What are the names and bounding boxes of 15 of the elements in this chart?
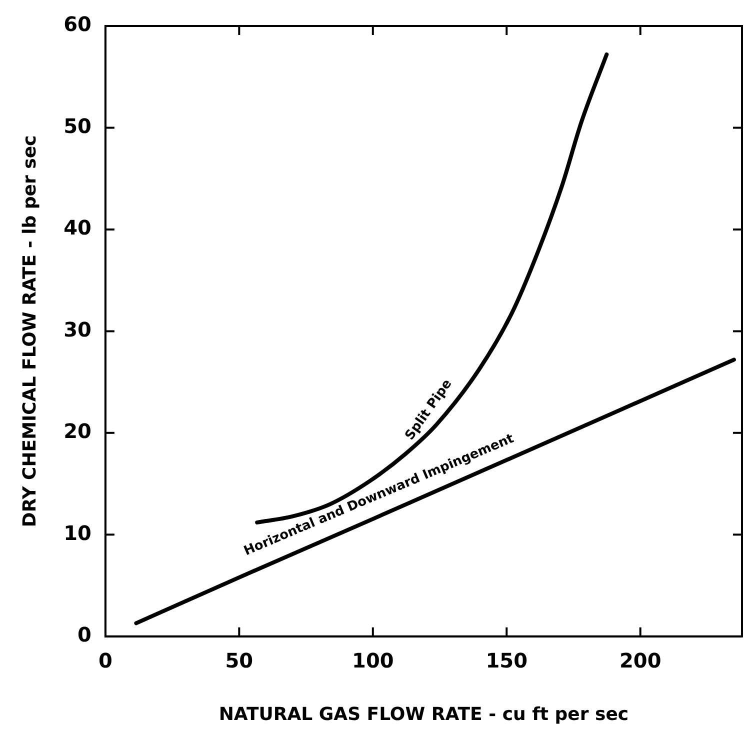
x-tick-label: 0 bbox=[98, 648, 112, 673]
y-axis-title: DRY CHEMICAL FLOW RATE - lb per sec bbox=[19, 135, 40, 528]
y-tick-label: 10 bbox=[64, 520, 92, 545]
x-tick-label: 100 bbox=[352, 648, 394, 673]
y-tick-label: 50 bbox=[64, 114, 92, 138]
y-tick-label: 60 bbox=[64, 12, 92, 36]
x-axis-title: NATURAL GAS FLOW RATE - cu ft per sec bbox=[218, 704, 629, 725]
x-tick-label: 200 bbox=[619, 648, 662, 673]
y-tick-label: 0 bbox=[78, 622, 92, 647]
y-tick-label: 30 bbox=[64, 317, 92, 342]
y-tick-label: 40 bbox=[64, 216, 92, 240]
y-tick-label: 20 bbox=[64, 419, 92, 444]
x-tick-label: 50 bbox=[225, 648, 254, 673]
line-series bbox=[134, 358, 736, 626]
x-tick-label: 150 bbox=[486, 648, 528, 673]
